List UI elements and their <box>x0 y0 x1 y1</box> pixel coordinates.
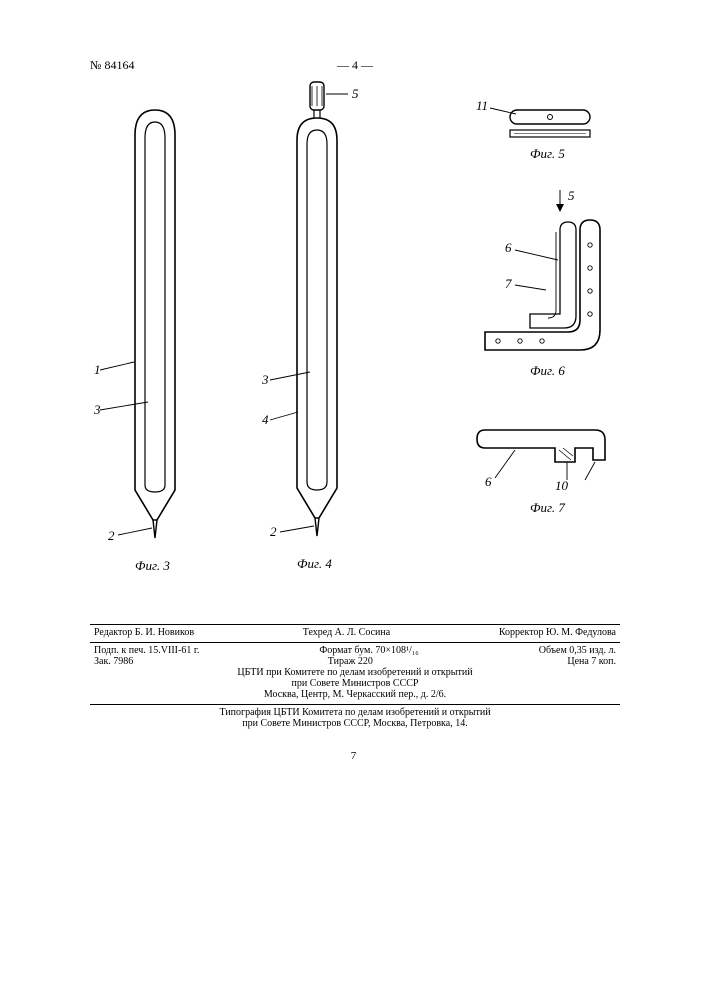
editor: Редактор Б. И. Новиков <box>94 627 194 638</box>
fig6-label-7: 7 <box>505 276 512 291</box>
figures-svg: 1 3 2 Фиг. 3 <box>70 80 630 600</box>
rule-2 <box>90 642 620 643</box>
doc-number: № 84164 <box>90 58 134 73</box>
fig7-label-6: 6 <box>485 474 492 489</box>
editors-row: Редактор Б. И. Новиков Техред А. Л. Соси… <box>90 627 620 638</box>
fig5-label-11: 11 <box>476 98 488 113</box>
typography-2: при Совете Министров СССР, Москва, Петро… <box>90 718 620 729</box>
fig6-label-5arrow: 5 <box>568 188 575 203</box>
print-date: Подп. к печ. 15.VIII-61 г. <box>94 645 199 656</box>
typography-1: Типография ЦБТИ Комитета по делам изобре… <box>90 707 620 718</box>
print-format: Формат бум. 70×108¹/₁₆ <box>319 645 418 656</box>
rule-1 <box>90 624 620 625</box>
addr-line: Москва, Центр, М. Черкасский пер., д. 2/… <box>90 689 620 700</box>
page-number: 7 <box>0 750 707 762</box>
colophon: Редактор Б. И. Новиков Техред А. Л. Соси… <box>90 620 620 729</box>
fig3-caption: Фиг. 3 <box>135 558 170 573</box>
fig4-label-3: 3 <box>261 372 269 387</box>
corrector: Корректор Ю. М. Федулова <box>499 627 616 638</box>
fig5-caption: Фиг. 5 <box>530 146 565 161</box>
print-row-2: Зак. 7986 Тираж 220 Цена 7 коп. <box>90 656 620 667</box>
fig5: 11 Фиг. 5 <box>476 98 590 161</box>
fig3-label-1: 1 <box>94 362 101 377</box>
fig4-label-4: 4 <box>262 412 269 427</box>
fig6: 5 6 7 <box>485 188 600 378</box>
fig7: 6 10 Фиг. 7 <box>477 430 605 515</box>
fig4-label-2: 2 <box>270 524 277 539</box>
header-row: № 84164 — 4 — <box>90 58 620 73</box>
fig7-label-10: 10 <box>555 478 569 493</box>
page-marker: — 4 — <box>337 58 373 73</box>
org-line-1: ЦБТИ при Комитете по делам изобретений и… <box>90 667 620 678</box>
fig3-label-3: 3 <box>93 402 101 417</box>
print-row-1: Подп. к печ. 15.VIII-61 г. Формат бум. 7… <box>90 645 620 656</box>
fig4-caption: Фиг. 4 <box>297 556 332 571</box>
fig4-label-5: 5 <box>352 86 359 101</box>
org-line-2: при Совете Министров СССР <box>90 678 620 689</box>
print-price: Цена 7 коп. <box>567 656 616 667</box>
page: № 84164 — 4 — 1 3 2 Фиг. <box>0 0 707 1000</box>
print-order: Зак. 7986 <box>94 656 133 667</box>
tech-editor: Техред А. Л. Сосина <box>303 627 390 638</box>
fig3: 1 3 2 Фиг. 3 <box>93 110 175 573</box>
fig6-caption: Фиг. 6 <box>530 363 565 378</box>
print-tirazh: Тираж 220 <box>328 656 373 667</box>
fig3-label-2: 2 <box>108 528 115 543</box>
figures-area: 1 3 2 Фиг. 3 <box>70 80 630 600</box>
fig6-label-6: 6 <box>505 240 512 255</box>
fig4: 5 3 4 2 Фиг. 4 <box>261 82 359 571</box>
rule-3 <box>90 704 620 705</box>
fig7-caption: Фиг. 7 <box>530 500 565 515</box>
print-volume: Объем 0,35 изд. л. <box>539 645 616 656</box>
